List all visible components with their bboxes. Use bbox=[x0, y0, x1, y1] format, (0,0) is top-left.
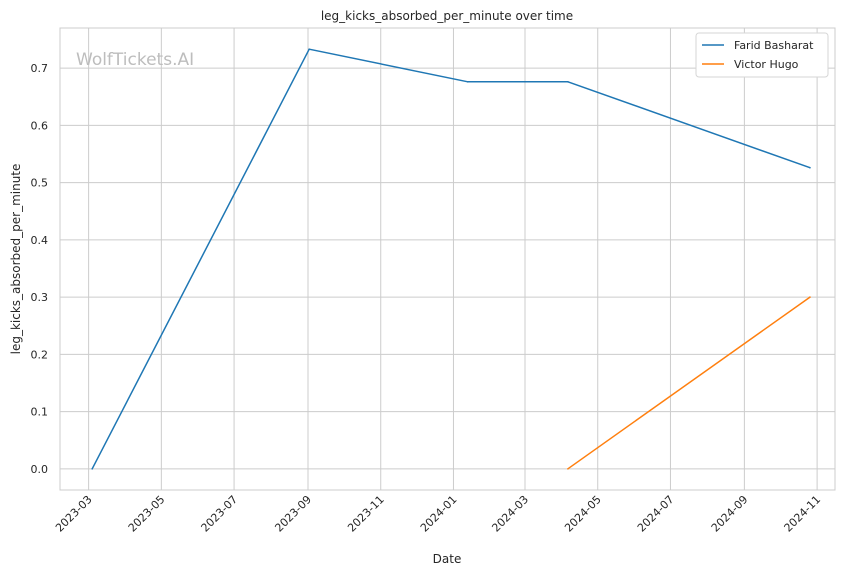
y-tick-label: 0.6 bbox=[31, 119, 49, 132]
x-tick-label: 2024-07 bbox=[635, 493, 677, 535]
watermark: WolfTickets.AI bbox=[76, 50, 194, 70]
data-point-victor-hugo bbox=[809, 296, 811, 298]
y-axis-ticks: 0.0 0.1 0.2 0.3 0.4 0.5 0.6 0.7 bbox=[31, 62, 49, 476]
y-tick-label: 0.7 bbox=[31, 62, 49, 75]
grid-lines bbox=[60, 28, 835, 490]
x-tick-label: 2024-09 bbox=[709, 493, 751, 535]
y-axis-label: leg_kicks_absorbed_per_minute bbox=[9, 164, 23, 355]
x-tick-label: 2023-05 bbox=[126, 493, 168, 535]
series-layer bbox=[91, 48, 811, 470]
legend-label-farid-basharat: Farid Basharat bbox=[734, 39, 814, 52]
x-tick-label: 2023-03 bbox=[53, 493, 95, 535]
y-tick-label: 0.2 bbox=[31, 348, 49, 361]
y-tick-label: 0.0 bbox=[31, 463, 49, 476]
x-tick-label: 2023-11 bbox=[345, 493, 387, 535]
legend: Farid Basharat Victor Hugo bbox=[695, 32, 829, 78]
x-axis-ticks: 2023-03 2023-05 2023-07 2023-09 2023-11 2024-… bbox=[53, 493, 823, 535]
data-point-farid-basharat bbox=[567, 81, 569, 83]
data-point-victor-hugo bbox=[567, 468, 569, 470]
x-tick-label: 2024-05 bbox=[562, 493, 604, 535]
data-point-farid-basharat bbox=[91, 468, 93, 470]
y-tick-label: 0.3 bbox=[31, 291, 49, 304]
x-tick-label: 2024-03 bbox=[489, 493, 531, 535]
legend-label-victor-hugo: Victor Hugo bbox=[734, 58, 799, 71]
legend-box bbox=[695, 32, 829, 78]
x-tick-label: 2024-11 bbox=[782, 493, 824, 535]
x-axis-label: Date bbox=[433, 552, 462, 566]
x-tick-label: 2024-01 bbox=[418, 493, 460, 535]
chart-title: leg_kicks_absorbed_per_minute over time bbox=[321, 9, 573, 23]
y-tick-label: 0.1 bbox=[31, 406, 49, 419]
data-point-farid-basharat bbox=[809, 166, 811, 169]
y-tick-label: 0.4 bbox=[31, 234, 49, 247]
data-point-farid-basharat bbox=[308, 48, 310, 50]
x-tick-label: 2023-07 bbox=[199, 493, 241, 535]
x-tick-label: 2023-09 bbox=[272, 493, 314, 535]
data-point-farid-basharat bbox=[466, 81, 469, 83]
series-line-victor-hugo bbox=[567, 296, 811, 470]
y-tick-label: 0.5 bbox=[31, 177, 49, 190]
plot-area bbox=[59, 27, 836, 491]
